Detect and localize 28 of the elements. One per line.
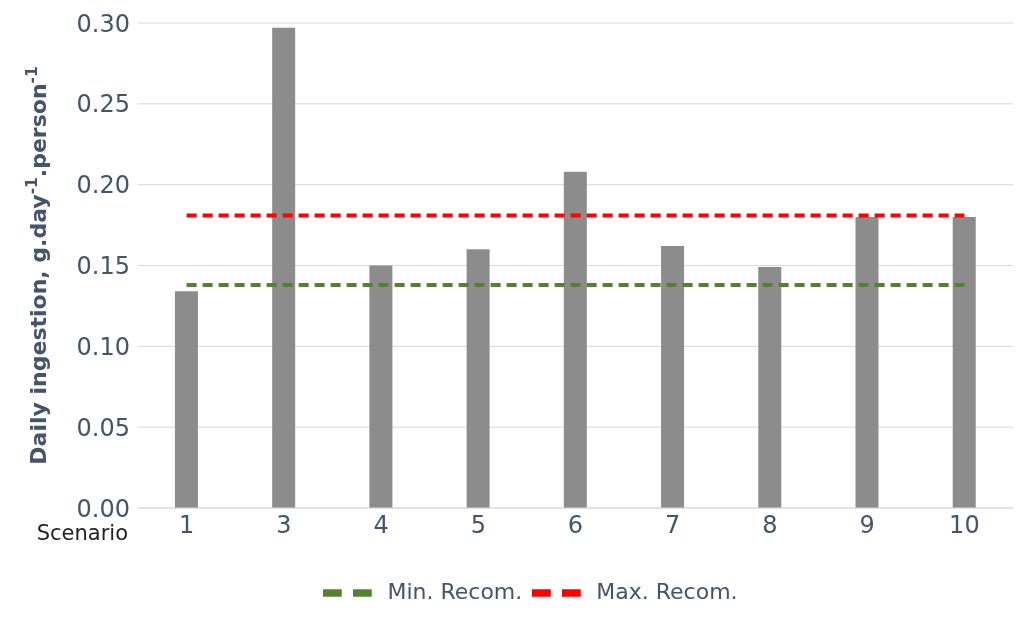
- y-tick-label: 0.15: [76, 252, 130, 281]
- bar: [855, 217, 879, 508]
- legend-label: Min. Recom.: [387, 579, 523, 604]
- bar: [369, 265, 393, 508]
- y-tick-label: 0.20: [76, 171, 130, 200]
- bar: [174, 291, 198, 508]
- x-tick-label: 9: [859, 511, 875, 540]
- x-tick-label: 8: [762, 511, 778, 540]
- x-tick-label: 5: [470, 511, 486, 540]
- legend-label: Max. Recom.: [596, 579, 738, 604]
- x-axis-title: Scenario: [36, 521, 128, 545]
- x-tick-label: 7: [665, 511, 681, 540]
- y-tick-label: 0.10: [76, 332, 130, 361]
- y-tick-label: 0.25: [76, 90, 130, 119]
- y-tick-label: 0.05: [76, 413, 130, 442]
- bar: [661, 246, 685, 508]
- bar: [952, 217, 976, 508]
- x-tick-label: 3: [276, 511, 292, 540]
- x-tick-label: 10: [949, 511, 980, 540]
- x-tick-label: 6: [567, 511, 584, 540]
- x-tick-label: 1: [178, 511, 195, 540]
- bar: [563, 171, 587, 508]
- y-tick-label: 0.30: [76, 9, 130, 38]
- bar: [758, 267, 782, 508]
- bar: [466, 249, 490, 508]
- bar: [272, 27, 296, 508]
- y-tick-label: 0.00: [76, 494, 130, 523]
- x-tick-label: 4: [373, 511, 389, 540]
